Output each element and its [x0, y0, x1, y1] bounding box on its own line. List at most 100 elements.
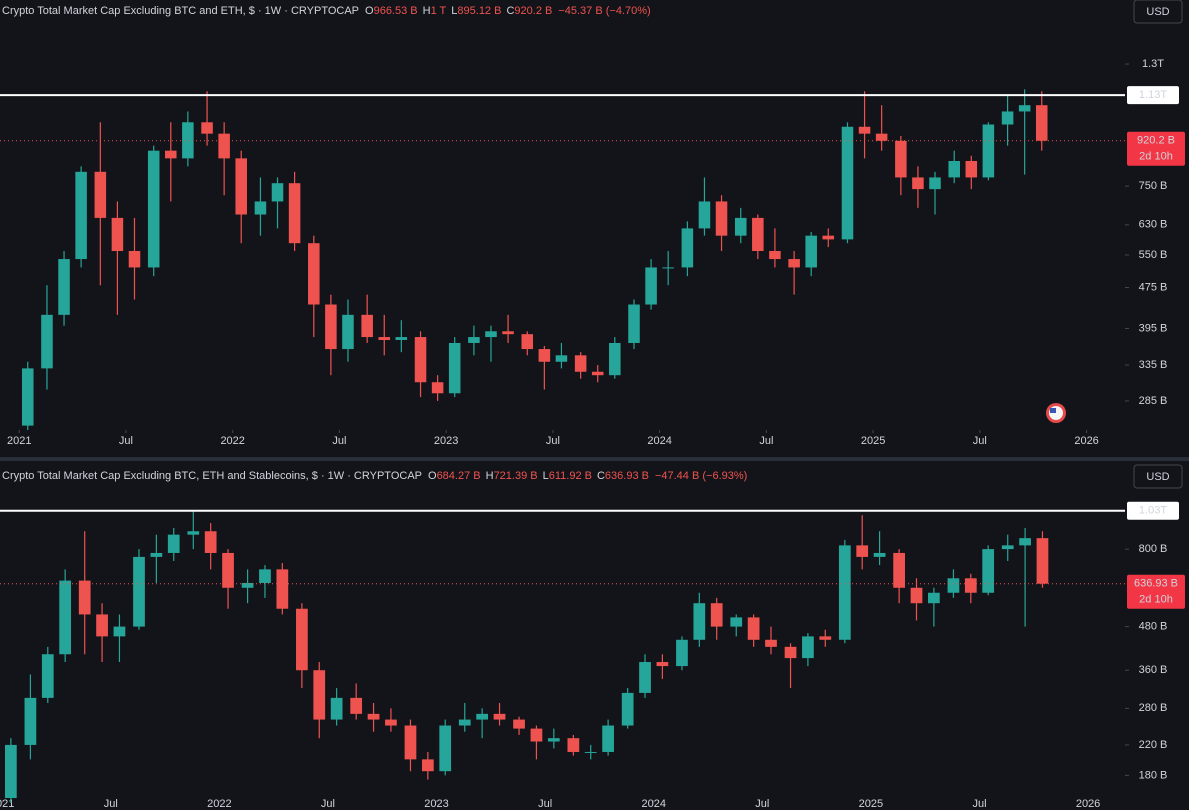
x-tick-label: Jul — [321, 798, 335, 810]
candle-body — [342, 314, 354, 350]
candle-body — [822, 235, 835, 240]
candle-body — [621, 692, 634, 726]
candle-body — [1018, 105, 1031, 112]
candle-body — [41, 654, 54, 698]
candle-body — [1019, 538, 1031, 546]
candle-body — [841, 126, 854, 240]
candle-body — [58, 259, 70, 315]
candle-body — [639, 662, 651, 693]
y-tick-label: 1.3T — [1142, 58, 1164, 70]
candle-body — [502, 331, 514, 335]
candle-body — [574, 355, 587, 372]
candle-body — [485, 331, 497, 338]
x-tick-label: Jul — [755, 798, 769, 810]
flag-icon[interactable] — [1046, 403, 1066, 423]
candle-body — [567, 738, 580, 752]
candle-body — [838, 545, 851, 640]
candle-body — [218, 133, 230, 159]
candle-body — [78, 580, 91, 615]
candle-body — [538, 349, 551, 362]
currency-box — [1133, 464, 1183, 489]
candle-body — [96, 614, 108, 637]
hline-label: 1.13T — [1139, 89, 1167, 101]
candle-body — [730, 617, 743, 627]
candle-body — [378, 337, 391, 340]
ohlc-label: C — [506, 5, 514, 17]
y-tick-label: 750 B — [1139, 180, 1168, 192]
candle-body — [1035, 105, 1048, 141]
candle-body — [24, 697, 37, 745]
candle-body — [113, 626, 126, 637]
ohlc-label: L — [543, 470, 549, 482]
candle-body — [676, 639, 688, 667]
change-value: −47.44 B (−6.93%) — [655, 470, 747, 482]
last-price-box — [1127, 574, 1185, 609]
ohlc-value: 966.53 B — [374, 5, 418, 17]
candle-body — [910, 587, 923, 604]
candle-body — [458, 719, 471, 726]
candle-body — [513, 719, 525, 729]
candle-body — [602, 725, 614, 752]
candle-body — [182, 122, 194, 159]
candle-body — [468, 337, 480, 343]
ohlc-value: 611.92 B — [549, 470, 592, 482]
candle-body — [414, 337, 427, 383]
legend-title: Crypto Total Market Cap Excluding BTC, E… — [2, 470, 422, 482]
candle-body — [875, 133, 888, 141]
currency-box — [1133, 0, 1183, 24]
y-tick-label: 360 B — [1139, 664, 1168, 676]
candle-body — [591, 371, 604, 376]
candle-body — [769, 250, 781, 260]
y-tick-label: 285 B — [1139, 395, 1168, 407]
hline-label-box — [1127, 501, 1179, 520]
candle-body — [521, 334, 534, 350]
candle-body — [313, 670, 326, 720]
candle-body — [928, 592, 940, 604]
x-tick-label: 2024 — [641, 798, 665, 810]
legend-header: Crypto Total Market Cap Excluding BTC, E… — [2, 470, 747, 482]
last-price-box — [1127, 131, 1185, 166]
candle-body — [715, 201, 728, 236]
candle-body — [167, 534, 180, 553]
candle-body — [929, 177, 941, 190]
candle-body — [788, 259, 800, 268]
candle-body — [895, 140, 907, 178]
y-tick-label: 550 B — [1139, 249, 1168, 261]
candle-body — [4, 744, 17, 799]
hline-label-box — [1127, 86, 1179, 105]
candle-body — [448, 342, 461, 394]
countdown-label: 2d 10h — [1139, 594, 1173, 606]
candle-body — [361, 314, 373, 338]
candle-body — [59, 580, 72, 655]
ohlc-label: C — [597, 470, 605, 482]
x-tick-label: Jul — [104, 798, 118, 810]
candle-body — [431, 382, 444, 394]
candle-body — [165, 150, 177, 159]
ohlc-value: 721.39 B — [494, 470, 538, 482]
candle-body — [254, 201, 267, 215]
x-tick-label: Jul — [119, 435, 133, 447]
candle-body — [982, 124, 995, 178]
candle-body — [912, 177, 924, 190]
x-tick-label: 2022 — [207, 798, 231, 810]
candle-body — [662, 267, 674, 269]
candle-body — [965, 160, 978, 178]
candle-body — [784, 646, 797, 659]
candle-body — [41, 314, 53, 369]
x-tick-label: 2023 — [434, 435, 458, 447]
candle-body — [628, 304, 640, 343]
candle-body — [765, 639, 777, 647]
candle-body — [187, 531, 200, 535]
candle-body — [94, 171, 107, 218]
candle-body — [1036, 538, 1049, 584]
candle-body — [656, 662, 669, 667]
candle-body — [330, 697, 343, 720]
candle-body — [75, 171, 87, 260]
ohlc-value: 920.2 B — [514, 5, 552, 17]
countdown-label: 2d 10h — [1139, 151, 1173, 163]
y-tick-label: 335 B — [1139, 359, 1168, 371]
candle-body — [404, 725, 417, 760]
candle-body — [204, 531, 217, 553]
candle-body — [530, 728, 543, 742]
y-tick-label: 180 B — [1139, 769, 1168, 781]
